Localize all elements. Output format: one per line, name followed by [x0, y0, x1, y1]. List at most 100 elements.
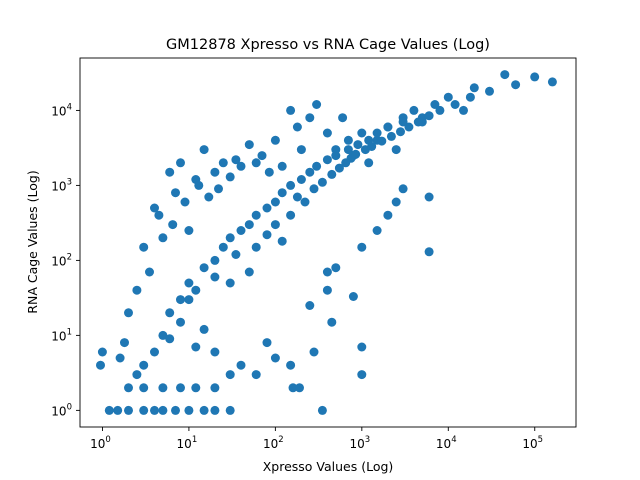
scatter-point: [124, 308, 133, 318]
scatter-point: [262, 230, 272, 240]
scatter-point: [150, 203, 159, 213]
scatter-point: [270, 220, 280, 230]
scatter-point: [409, 105, 419, 115]
scatter-point: [372, 128, 382, 138]
scatter-point: [158, 405, 168, 415]
scatter-point: [317, 177, 327, 187]
scatter-point: [225, 172, 235, 182]
scatter-point: [383, 122, 393, 132]
scatter-point: [485, 86, 494, 96]
chart-title: GM12878 Xpresso vs RNA Cage Values (Log): [166, 37, 490, 53]
scatter-point: [214, 184, 223, 194]
scatter-point: [244, 140, 254, 150]
scatter-point: [150, 347, 159, 357]
scatter-point: [218, 242, 228, 252]
scatter-point: [309, 347, 319, 357]
scatter-point: [176, 383, 185, 393]
scatter-point: [327, 317, 337, 327]
scatter-point: [391, 145, 401, 155]
scatter-point: [264, 167, 274, 177]
scatter-point: [236, 360, 246, 370]
scatter-point: [145, 267, 154, 277]
y-axis-ticks: 100 101 102 103 104: [51, 102, 80, 418]
scatter-point: [165, 334, 175, 344]
scatter-point: [286, 210, 296, 220]
scatter-point: [210, 383, 220, 393]
scatter-point: [210, 405, 220, 415]
scatter-point: [124, 383, 133, 393]
scatter-point: [317, 405, 327, 415]
x-tick-label: 101: [177, 435, 198, 451]
scatter-point: [286, 105, 296, 115]
scatter-point: [322, 128, 332, 138]
scatter-point: [165, 308, 175, 318]
scatter-point: [158, 233, 168, 243]
scatter-point: [262, 338, 272, 348]
scatter-point: [343, 145, 353, 155]
scatter-point: [377, 136, 387, 146]
y-tick-label: 104: [51, 102, 72, 118]
scatter-point: [158, 383, 168, 393]
scatter-point: [383, 210, 393, 220]
scatter-point: [322, 155, 332, 165]
scatter-point: [104, 405, 114, 415]
scatter-point: [331, 151, 341, 161]
scatter-point: [288, 383, 298, 393]
scatter-point: [139, 242, 149, 252]
scatter-point: [424, 111, 434, 121]
scatter-point: [120, 338, 129, 348]
scatter-point: [357, 242, 367, 252]
scatter-point: [165, 167, 175, 177]
scatter-point: [357, 370, 367, 380]
scatter-point: [296, 145, 306, 155]
scatter-point: [424, 247, 434, 257]
scatter-point: [305, 113, 315, 123]
scatter-point: [430, 100, 440, 109]
scatter-point: [191, 342, 201, 352]
scatter-point: [150, 405, 159, 415]
scatter-point: [194, 180, 204, 190]
scatter-point: [322, 285, 332, 295]
scatter-point: [300, 197, 310, 207]
scatter-point: [251, 158, 261, 168]
scatter-point: [191, 383, 201, 393]
plot-area-frame: [79, 57, 577, 428]
x-tick-label: 105: [522, 435, 543, 451]
scatter-point: [96, 360, 105, 370]
scatter-point: [124, 405, 133, 415]
scatter-point: [331, 263, 341, 273]
scatter-point: [257, 151, 267, 161]
scatter-point: [184, 226, 194, 235]
scatter-point: [351, 149, 361, 159]
scatter-point: [547, 77, 557, 87]
scatter-point: [465, 92, 475, 102]
scatter-point: [357, 128, 367, 138]
scatter-point: [367, 142, 377, 151]
scatter-point: [511, 80, 521, 90]
scatter-point: [191, 285, 201, 295]
scatter-point: [277, 188, 287, 198]
scatter-point: [372, 226, 382, 235]
scatter-point: [343, 135, 353, 145]
scatter-points: [96, 70, 557, 415]
scatter-point: [225, 370, 235, 380]
scatter-point: [115, 353, 125, 363]
scatter-point: [327, 169, 337, 179]
x-tick-label: 102: [263, 435, 284, 451]
scatter-point: [296, 175, 306, 184]
scatter-point: [312, 100, 322, 109]
scatter-point: [199, 405, 209, 415]
scatter-point: [97, 347, 107, 357]
scatter-point: [398, 184, 408, 194]
scatter-point: [262, 203, 272, 213]
scatter-point: [450, 100, 460, 109]
scatter-point: [391, 197, 401, 207]
scatter-point: [286, 360, 296, 370]
scatter-point: [236, 226, 246, 235]
scatter-point: [184, 405, 194, 415]
scatter-point: [312, 161, 322, 171]
scatter-point: [322, 267, 332, 277]
scatter-point: [168, 220, 178, 230]
scatter-point: [244, 267, 254, 277]
